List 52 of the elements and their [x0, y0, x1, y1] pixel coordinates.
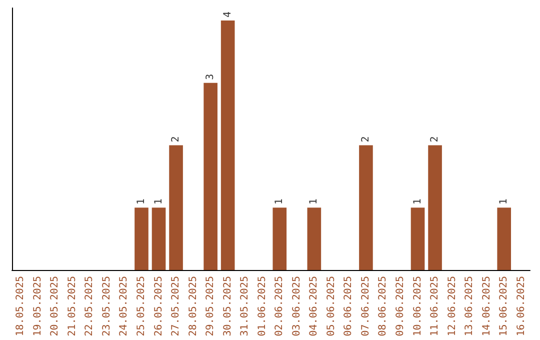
x-tick-label: 18.05.2025 [15, 276, 26, 336]
x-tick-label: 08.06.2025 [378, 276, 389, 336]
x-tick-label: 27.05.2025 [170, 276, 182, 336]
data-label: 2 [360, 136, 372, 142]
x-tick-label: 14.06.2025 [481, 276, 492, 336]
bar [169, 145, 183, 270]
x-tick-label: 28.05.2025 [188, 276, 199, 336]
data-label: 1 [308, 198, 320, 205]
x-tick-label: 13.06.2025 [464, 276, 476, 336]
x-tick-label: 04.06.2025 [308, 276, 320, 336]
x-tick-label: 01.06.2025 [256, 276, 268, 336]
x-tick-label: 31.05.2025 [240, 276, 251, 336]
x-tick-label: 26.05.2025 [153, 276, 164, 336]
x-tick-label: 10.06.2025 [412, 276, 424, 336]
x-tick-label: 15.06.2025 [498, 276, 510, 336]
x-tick-label: 19.05.2025 [32, 276, 44, 336]
x-tick-label: 29.05.2025 [205, 276, 216, 336]
x-tick-label: 09.06.2025 [395, 276, 406, 336]
x-tick-label: 06.06.2025 [343, 276, 354, 336]
x-tick-label: 02.06.2025 [274, 276, 286, 336]
bar [134, 208, 148, 270]
x-tick-label: 12.06.2025 [446, 276, 458, 336]
x-tick-label: 23.05.2025 [101, 276, 112, 336]
bar [410, 208, 425, 270]
x-tick-label: 16.06.2025 [516, 276, 527, 336]
data-label: 1 [274, 198, 286, 205]
x-tick-label: 30.05.2025 [222, 276, 234, 336]
data-label: 2 [170, 136, 182, 142]
x-tick-label: 24.05.2025 [118, 276, 130, 336]
data-label: 1 [412, 198, 424, 205]
x-tick-label: 05.06.2025 [326, 276, 337, 336]
bar [220, 20, 235, 270]
data-label: 2 [430, 136, 441, 142]
x-tick-label: 07.06.2025 [360, 276, 372, 336]
bar [204, 82, 218, 270]
x-tick-label: 21.05.2025 [66, 276, 78, 336]
data-label: 4 [222, 11, 234, 18]
x-tick-label: 25.05.2025 [136, 276, 147, 336]
data-label: 1 [153, 198, 164, 205]
bar [497, 208, 512, 270]
x-tick-label: 20.05.2025 [50, 276, 61, 336]
bar [359, 145, 373, 270]
data-label: 1 [136, 198, 147, 205]
data-label: 1 [498, 198, 510, 205]
x-tick-label: 03.06.2025 [291, 276, 302, 336]
bar [272, 208, 287, 270]
data-label: 3 [205, 74, 216, 80]
bar [428, 145, 442, 270]
bar [307, 208, 322, 270]
x-tick-label: 22.05.2025 [84, 276, 96, 336]
x-tick-label: 11.06.2025 [430, 276, 441, 336]
bar [152, 208, 166, 270]
